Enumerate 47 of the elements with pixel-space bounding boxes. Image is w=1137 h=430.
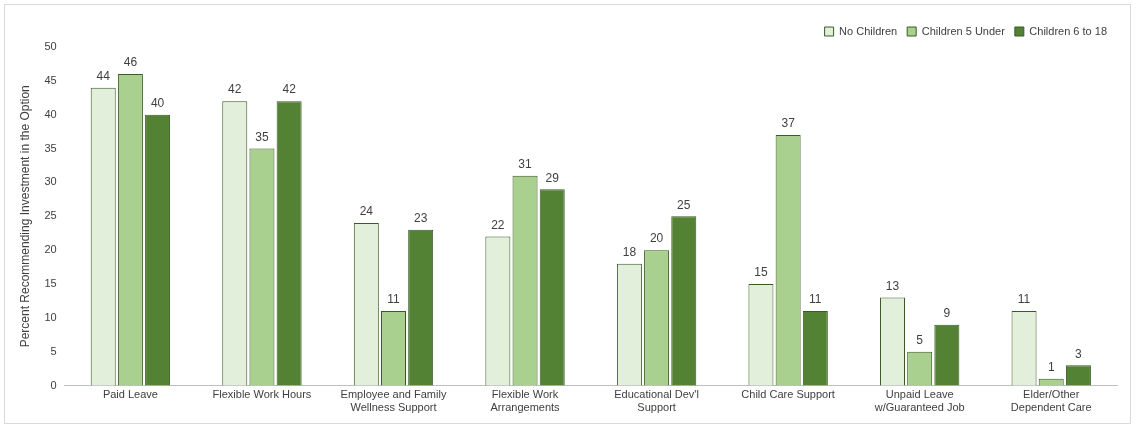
legend-label: Children 5 Under — [921, 24, 1006, 37]
data-label: 46 — [123, 55, 138, 70]
data-label: 11 — [809, 292, 822, 307]
y-tick-label: 0 — [50, 378, 57, 391]
y-tick-label: 20 — [44, 243, 57, 256]
y-tick-label: 35 — [44, 141, 57, 154]
x-tick-label: Elder/Other Dependent Care — [1010, 388, 1092, 414]
data-label: 15 — [754, 265, 768, 280]
data-label: 13 — [885, 278, 900, 293]
data-label: 20 — [649, 231, 664, 246]
data-label: 24 — [359, 204, 374, 219]
data-label: 44 — [96, 68, 111, 83]
x-tick-label: Child Care Support — [741, 388, 835, 401]
data-label: 22 — [491, 217, 505, 232]
legend-label: Children 6 to 18 — [1029, 24, 1108, 37]
data-label: 11 — [1017, 292, 1031, 307]
x-tick-label: Flexible Work Hours — [212, 388, 312, 401]
data-label: 9 — [943, 305, 951, 320]
y-axis-title: Percent Recommending Investment in the Option — [17, 85, 32, 348]
data-label: 31 — [518, 156, 533, 171]
y-tick-label: 25 — [44, 209, 57, 222]
data-label: 35 — [255, 129, 269, 144]
y-tick-label: 5 — [50, 344, 57, 357]
data-label: 37 — [781, 116, 796, 131]
data-label: 11 — [387, 292, 401, 307]
data-label: 5 — [916, 333, 924, 348]
y-tick-label: 10 — [44, 310, 57, 323]
data-label: 18 — [622, 245, 637, 260]
x-tick-label: Educational Dev'l Support — [614, 388, 699, 414]
y-tick-label: 15 — [44, 277, 57, 290]
data-label: 3 — [1075, 346, 1083, 361]
x-tick-label: Employee and Family Wellness Support — [340, 388, 447, 414]
y-tick-label: 45 — [44, 73, 57, 86]
data-label: 1 — [1047, 360, 1055, 375]
data-label: 42 — [228, 82, 242, 97]
data-label: 23 — [414, 211, 428, 226]
x-tick-label: Flexible Work Arrangements — [490, 388, 561, 414]
y-tick-label: 40 — [44, 107, 57, 120]
data-label: 40 — [150, 96, 165, 111]
data-label: 42 — [282, 82, 297, 97]
y-tick-label: 30 — [44, 175, 57, 188]
data-label: 25 — [677, 197, 691, 212]
x-tick-label: Unpaid Leave w/Guaranteed Job — [873, 388, 965, 414]
x-tick-label: Paid Leave — [102, 388, 158, 401]
data-label: 29 — [545, 170, 560, 185]
y-tick-label: 50 — [44, 40, 57, 53]
legend-label: No Children — [839, 24, 898, 37]
